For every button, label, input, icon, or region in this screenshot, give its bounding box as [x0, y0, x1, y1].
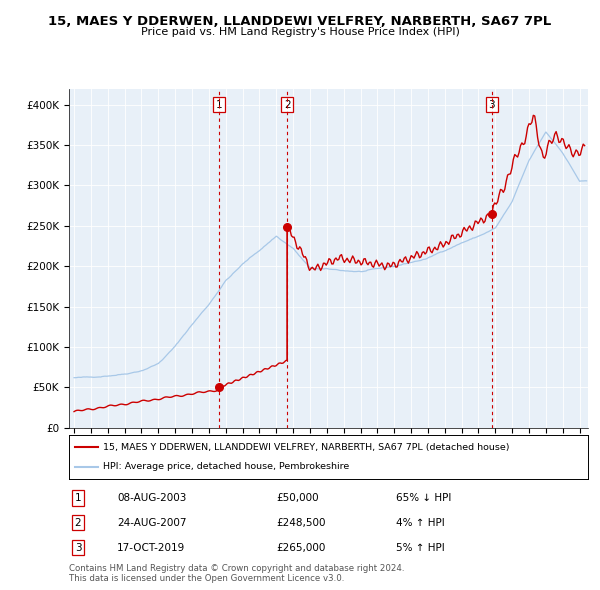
Text: 5% ↑ HPI: 5% ↑ HPI — [396, 543, 445, 552]
Text: Price paid vs. HM Land Registry's House Price Index (HPI): Price paid vs. HM Land Registry's House … — [140, 27, 460, 37]
Text: 2: 2 — [74, 518, 82, 527]
Text: 17-OCT-2019: 17-OCT-2019 — [117, 543, 185, 552]
Text: £50,000: £50,000 — [276, 493, 319, 503]
Text: 1: 1 — [215, 100, 222, 110]
Text: 15, MAES Y DDERWEN, LLANDDEWI VELFREY, NARBERTH, SA67 7PL: 15, MAES Y DDERWEN, LLANDDEWI VELFREY, N… — [49, 15, 551, 28]
Text: 4% ↑ HPI: 4% ↑ HPI — [396, 518, 445, 527]
Text: 1: 1 — [74, 493, 82, 503]
Text: 08-AUG-2003: 08-AUG-2003 — [117, 493, 187, 503]
Text: Contains HM Land Registry data © Crown copyright and database right 2024.
This d: Contains HM Land Registry data © Crown c… — [69, 563, 404, 583]
Text: £248,500: £248,500 — [276, 518, 325, 527]
Text: £265,000: £265,000 — [276, 543, 325, 552]
Text: 15, MAES Y DDERWEN, LLANDDEWI VELFREY, NARBERTH, SA67 7PL (detached house): 15, MAES Y DDERWEN, LLANDDEWI VELFREY, N… — [103, 442, 509, 452]
Text: 2: 2 — [284, 100, 290, 110]
Text: 65% ↓ HPI: 65% ↓ HPI — [396, 493, 451, 503]
Text: 24-AUG-2007: 24-AUG-2007 — [117, 518, 187, 527]
Text: 3: 3 — [74, 543, 82, 552]
Text: 3: 3 — [488, 100, 495, 110]
Text: HPI: Average price, detached house, Pembrokeshire: HPI: Average price, detached house, Pemb… — [103, 462, 349, 471]
